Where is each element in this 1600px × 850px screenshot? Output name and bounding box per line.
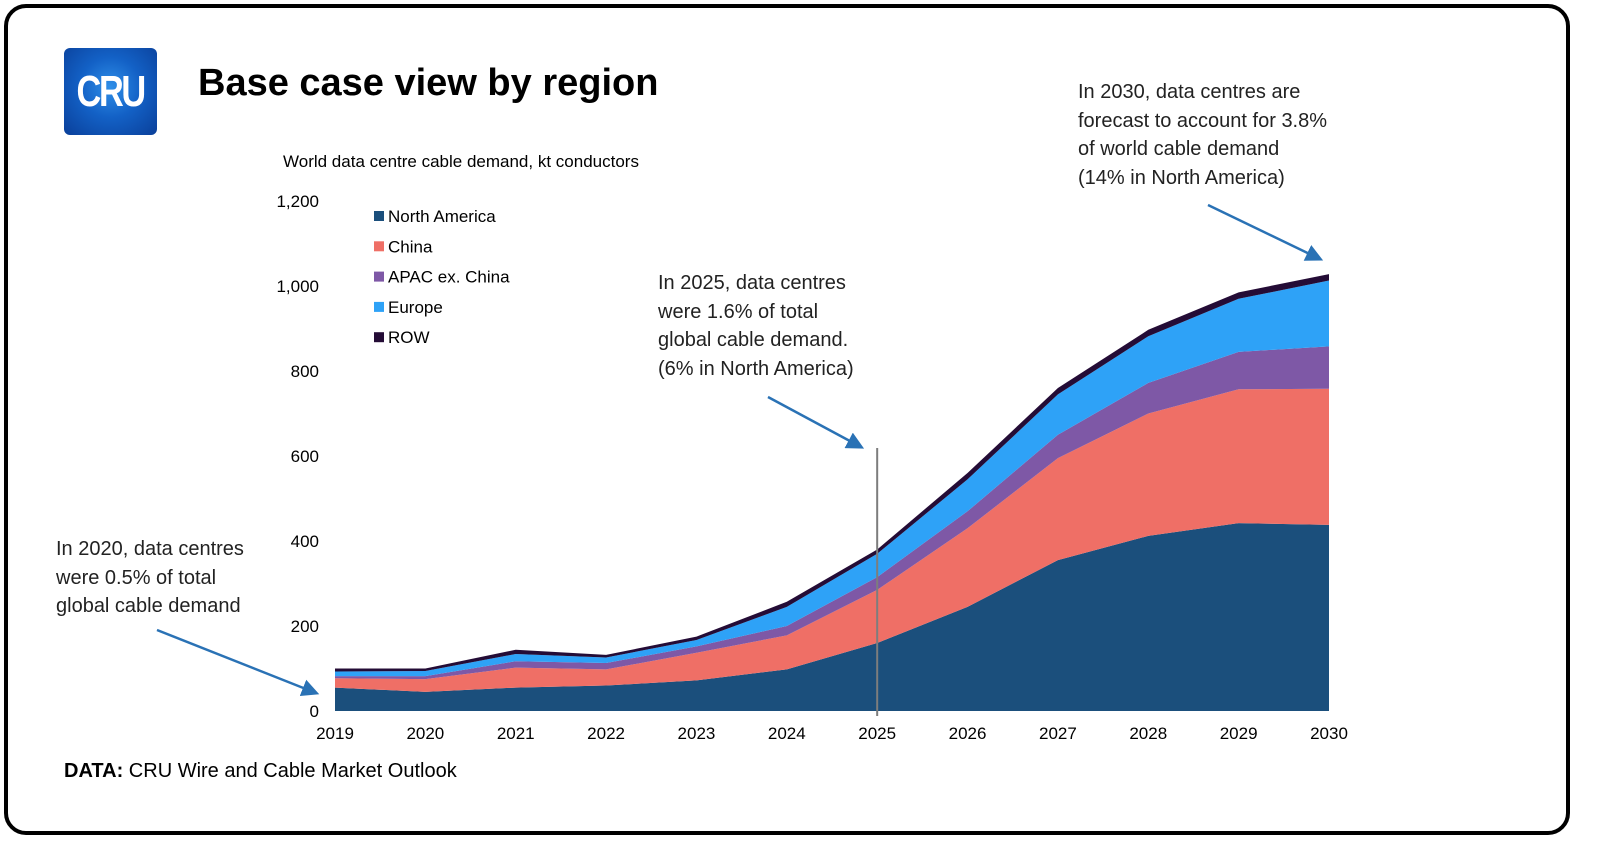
- legend-label: APAC ex. China: [388, 268, 510, 287]
- legend-swatch: [374, 271, 384, 282]
- cru-logo: CRU: [64, 48, 157, 135]
- annotation-2025: In 2025, data centres were 1.6% of total…: [658, 272, 854, 380]
- legend-swatch: [374, 332, 384, 343]
- x-tick-label: 2019: [316, 724, 354, 743]
- x-tick-label: 2030: [1310, 724, 1348, 743]
- legend-swatch: [374, 301, 384, 312]
- y-tick-label: 1,200: [276, 192, 319, 211]
- area-apac-ex-china: [335, 346, 1329, 680]
- data-source: DATA: CRU Wire and Cable Market Outlook: [64, 760, 457, 783]
- annotation-arrows: [156, 203, 1324, 696]
- chart-areas: [335, 274, 1329, 711]
- arrow-2030: [1207, 203, 1324, 261]
- annotation-2020: In 2020, data centres were 0.5% of total…: [56, 538, 244, 617]
- logo-text: CRU: [76, 66, 147, 116]
- y-tick-label: 400: [291, 532, 319, 551]
- legend-label: ROW: [388, 328, 430, 347]
- x-tick-label: 2020: [406, 724, 444, 743]
- x-tick-label: 2027: [1039, 724, 1077, 743]
- y-tick-label: 800: [291, 362, 319, 381]
- x-tick-label: 2023: [678, 724, 716, 743]
- source-label: DATA:: [64, 760, 124, 782]
- x-axis: 2019 2020 2021 2022 2023 2024 2025 2026 2027 2028…: [316, 724, 1348, 743]
- area-north-america: [335, 523, 1329, 711]
- y-tick-label: 1,000: [276, 277, 319, 296]
- legend-swatch: [374, 241, 384, 252]
- area-europe: [335, 280, 1329, 677]
- legend-label: North America: [388, 207, 496, 226]
- x-tick-label: 2021: [497, 724, 535, 743]
- x-tick-label: 2022: [587, 724, 625, 743]
- x-tick-label: 2025: [858, 724, 896, 743]
- arrow-2025: [767, 395, 865, 449]
- y-tick-label: 200: [291, 617, 319, 636]
- source-text: CRU Wire and Cable Market Outlook: [123, 760, 457, 782]
- arrow-2020: [156, 628, 320, 696]
- x-tick-label: 2029: [1220, 724, 1258, 743]
- y-tick-label: 0: [310, 702, 319, 721]
- area-china: [335, 388, 1329, 692]
- chart-legend: North America China APAC ex. China Europe RO…: [374, 207, 510, 347]
- legend-swatch: [374, 211, 384, 221]
- y-axis: 0 200 400 600 800 1,000 1,200: [276, 192, 319, 721]
- annotation-2030: In 2030, data centres are forecast to ac…: [1078, 81, 1328, 189]
- legend-label: Europe: [388, 298, 443, 317]
- y-tick-label: 600: [291, 447, 319, 466]
- x-tick-label: 2028: [1129, 724, 1167, 743]
- page-title: Base case view by region: [198, 62, 659, 104]
- x-tick-label: 2024: [768, 724, 806, 743]
- legend-label: China: [388, 237, 433, 256]
- chart-title: World data centre cable demand, kt condu…: [283, 152, 639, 171]
- x-tick-label: 2026: [949, 724, 987, 743]
